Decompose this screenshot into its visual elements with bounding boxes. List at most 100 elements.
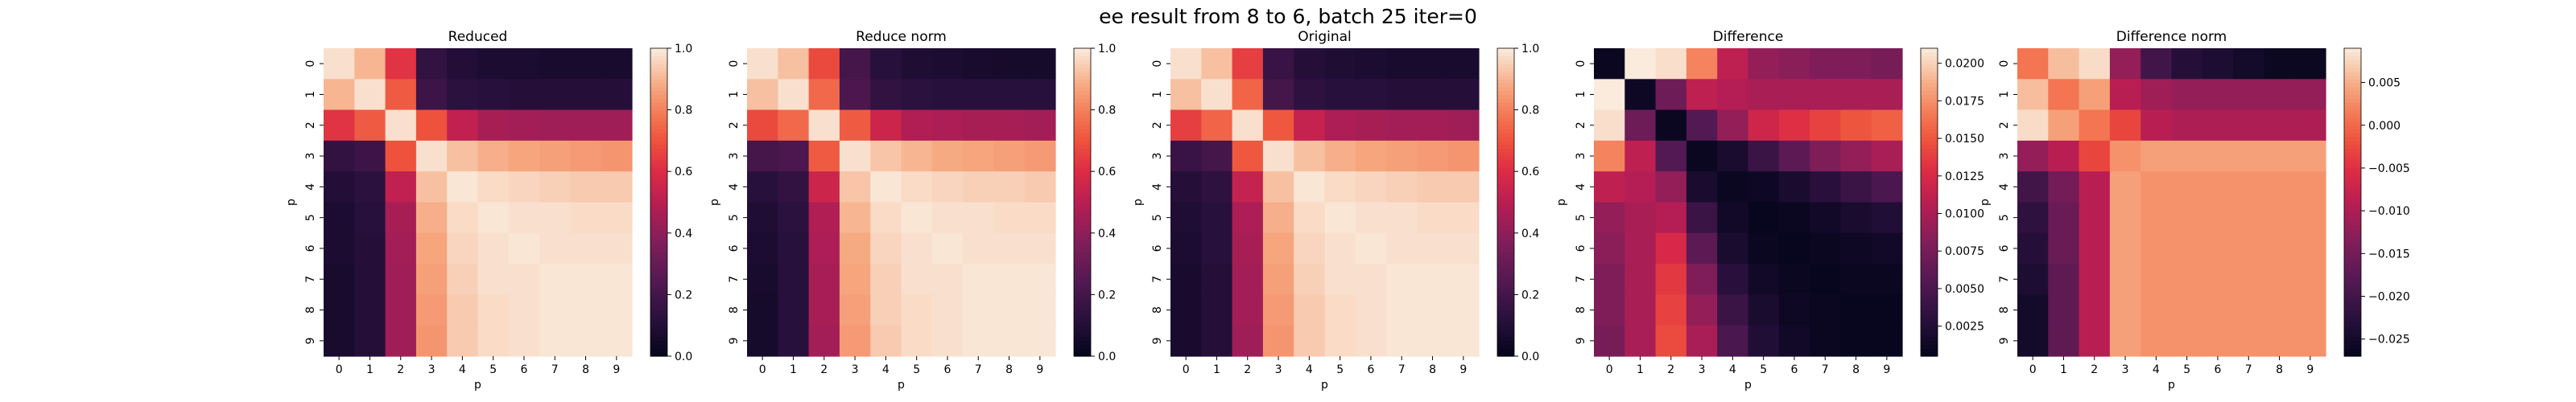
colorbar-segment <box>650 264 667 269</box>
heatmap-cell <box>1717 48 1749 80</box>
colorbar-tick-label: −0.020 <box>2368 291 2410 304</box>
heatmap-cell <box>901 232 933 265</box>
x-tick-label: 3 <box>2122 363 2129 376</box>
colorbar-segment <box>1921 109 1938 114</box>
heatmap-cell <box>2202 48 2234 80</box>
colorbar-segment <box>2344 171 2361 176</box>
heatmap-cell <box>1748 232 1780 265</box>
colorbar-segment <box>1921 86 1938 92</box>
heatmap-cell <box>2109 264 2141 295</box>
heatmap-cell <box>2233 48 2264 80</box>
colorbar-segment <box>650 275 667 280</box>
heatmap-cell <box>1447 140 1480 172</box>
heatmap-cell <box>1717 325 1749 357</box>
colorbar-segment <box>2344 225 2361 230</box>
colorbar-segment <box>1074 217 1091 223</box>
heatmap-cell <box>2109 202 2141 234</box>
y-tick-label: 0 <box>1998 60 2011 68</box>
heatmap-cell <box>570 109 602 142</box>
panel-title: Difference norm <box>2116 29 2227 45</box>
colorbar-segment <box>1074 191 1091 195</box>
y-tick-label: 2 <box>1998 121 2011 129</box>
heatmap-cell <box>1748 325 1780 357</box>
colorbar-segment <box>1921 310 1938 314</box>
heatmap-cell <box>1024 171 1056 203</box>
colorbar-segment <box>650 105 667 111</box>
colorbar-segment <box>1921 55 1938 60</box>
heatmap-cell <box>447 264 479 295</box>
heatmap-cell <box>2294 232 2326 265</box>
y-tick-label: 3 <box>1998 153 2011 160</box>
heatmap-cell <box>1447 294 1480 326</box>
heatmap-cell <box>2109 48 2141 80</box>
colorbar-segment <box>650 210 667 215</box>
heatmap-cell <box>1717 264 1749 295</box>
heatmap-cell <box>1417 171 1449 203</box>
heatmap-cell <box>2079 232 2111 265</box>
x-tick-label: 1 <box>366 363 374 376</box>
heatmap-cell <box>1294 325 1326 357</box>
colorbar-segment <box>1497 67 1514 72</box>
heatmap-cell <box>993 264 1026 295</box>
heatmap-cell <box>1262 48 1294 80</box>
y-tick-label: 7 <box>1998 276 2011 283</box>
colorbar-segment <box>1497 340 1514 346</box>
colorbar-segment <box>1921 236 1938 241</box>
colorbar-segment <box>2344 252 2361 257</box>
colorbar-tick-label: 0.0125 <box>1945 170 1984 183</box>
heatmap-cell <box>1324 79 1356 111</box>
heatmap-cell <box>747 140 778 172</box>
heatmap-cell <box>993 48 1026 80</box>
x-tick-label: 9 <box>613 363 620 376</box>
colorbar-segment <box>650 302 667 307</box>
heatmap-cell <box>870 294 902 326</box>
heatmap-cell <box>2048 294 2080 326</box>
colorbar-tick-label: 0.0200 <box>1945 58 1984 71</box>
heatmap-cell <box>1686 140 1718 172</box>
colorbar-segment <box>650 279 667 284</box>
y-tick-label: 2 <box>1575 121 1587 129</box>
colorbar-segment <box>650 344 667 350</box>
heatmap-cell <box>1262 294 1294 326</box>
heatmap-cell <box>2079 294 2111 326</box>
heatmap-cell <box>808 140 840 172</box>
heatmap-cell <box>1594 264 1625 295</box>
colorbar-segment <box>1074 244 1091 249</box>
heatmap-cell <box>901 264 933 295</box>
heatmap-cell <box>870 325 902 357</box>
colorbar-segment <box>1921 302 1938 307</box>
heatmap-cell <box>931 264 964 295</box>
heatmap-cell <box>993 294 1026 326</box>
heatmap-cell <box>2048 325 2080 357</box>
heatmap-cell <box>539 79 571 111</box>
colorbar-segment <box>2344 113 2361 118</box>
heatmap-cell <box>931 325 964 357</box>
colorbar-segment <box>650 206 667 211</box>
colorbar-segment <box>1497 178 1514 184</box>
colorbar-segment <box>1921 163 1938 169</box>
colorbar-segment <box>1497 240 1514 245</box>
heatmap-cell <box>1871 264 1903 295</box>
heatmap-cell <box>1386 140 1418 172</box>
heatmap-cell <box>1748 140 1780 172</box>
x-tick-label: 2 <box>820 363 828 376</box>
x-tick-label: 0 <box>2029 363 2037 376</box>
heatmap-cell <box>447 202 479 234</box>
heatmap-cell <box>447 109 479 142</box>
heatmap-cell <box>1170 171 1202 203</box>
heatmap-cell <box>354 232 386 265</box>
heatmap-cell <box>2079 325 2111 357</box>
colorbar-segment <box>650 217 667 223</box>
colorbar-segment <box>650 79 667 84</box>
x-tick-label: 0 <box>759 363 766 376</box>
colorbar-segment <box>2344 344 2361 350</box>
heatmap-cell <box>1386 109 1418 142</box>
heatmap-cell <box>2233 171 2264 203</box>
heatmap-cell <box>808 202 840 234</box>
heatmap-cell <box>1294 79 1326 111</box>
heatmap-cell <box>1355 202 1387 234</box>
colorbar-segment <box>1074 290 1091 295</box>
colorbar-segment <box>1497 198 1514 203</box>
heatmap-cell <box>870 109 902 142</box>
x-tick-label: 5 <box>1336 363 1344 376</box>
